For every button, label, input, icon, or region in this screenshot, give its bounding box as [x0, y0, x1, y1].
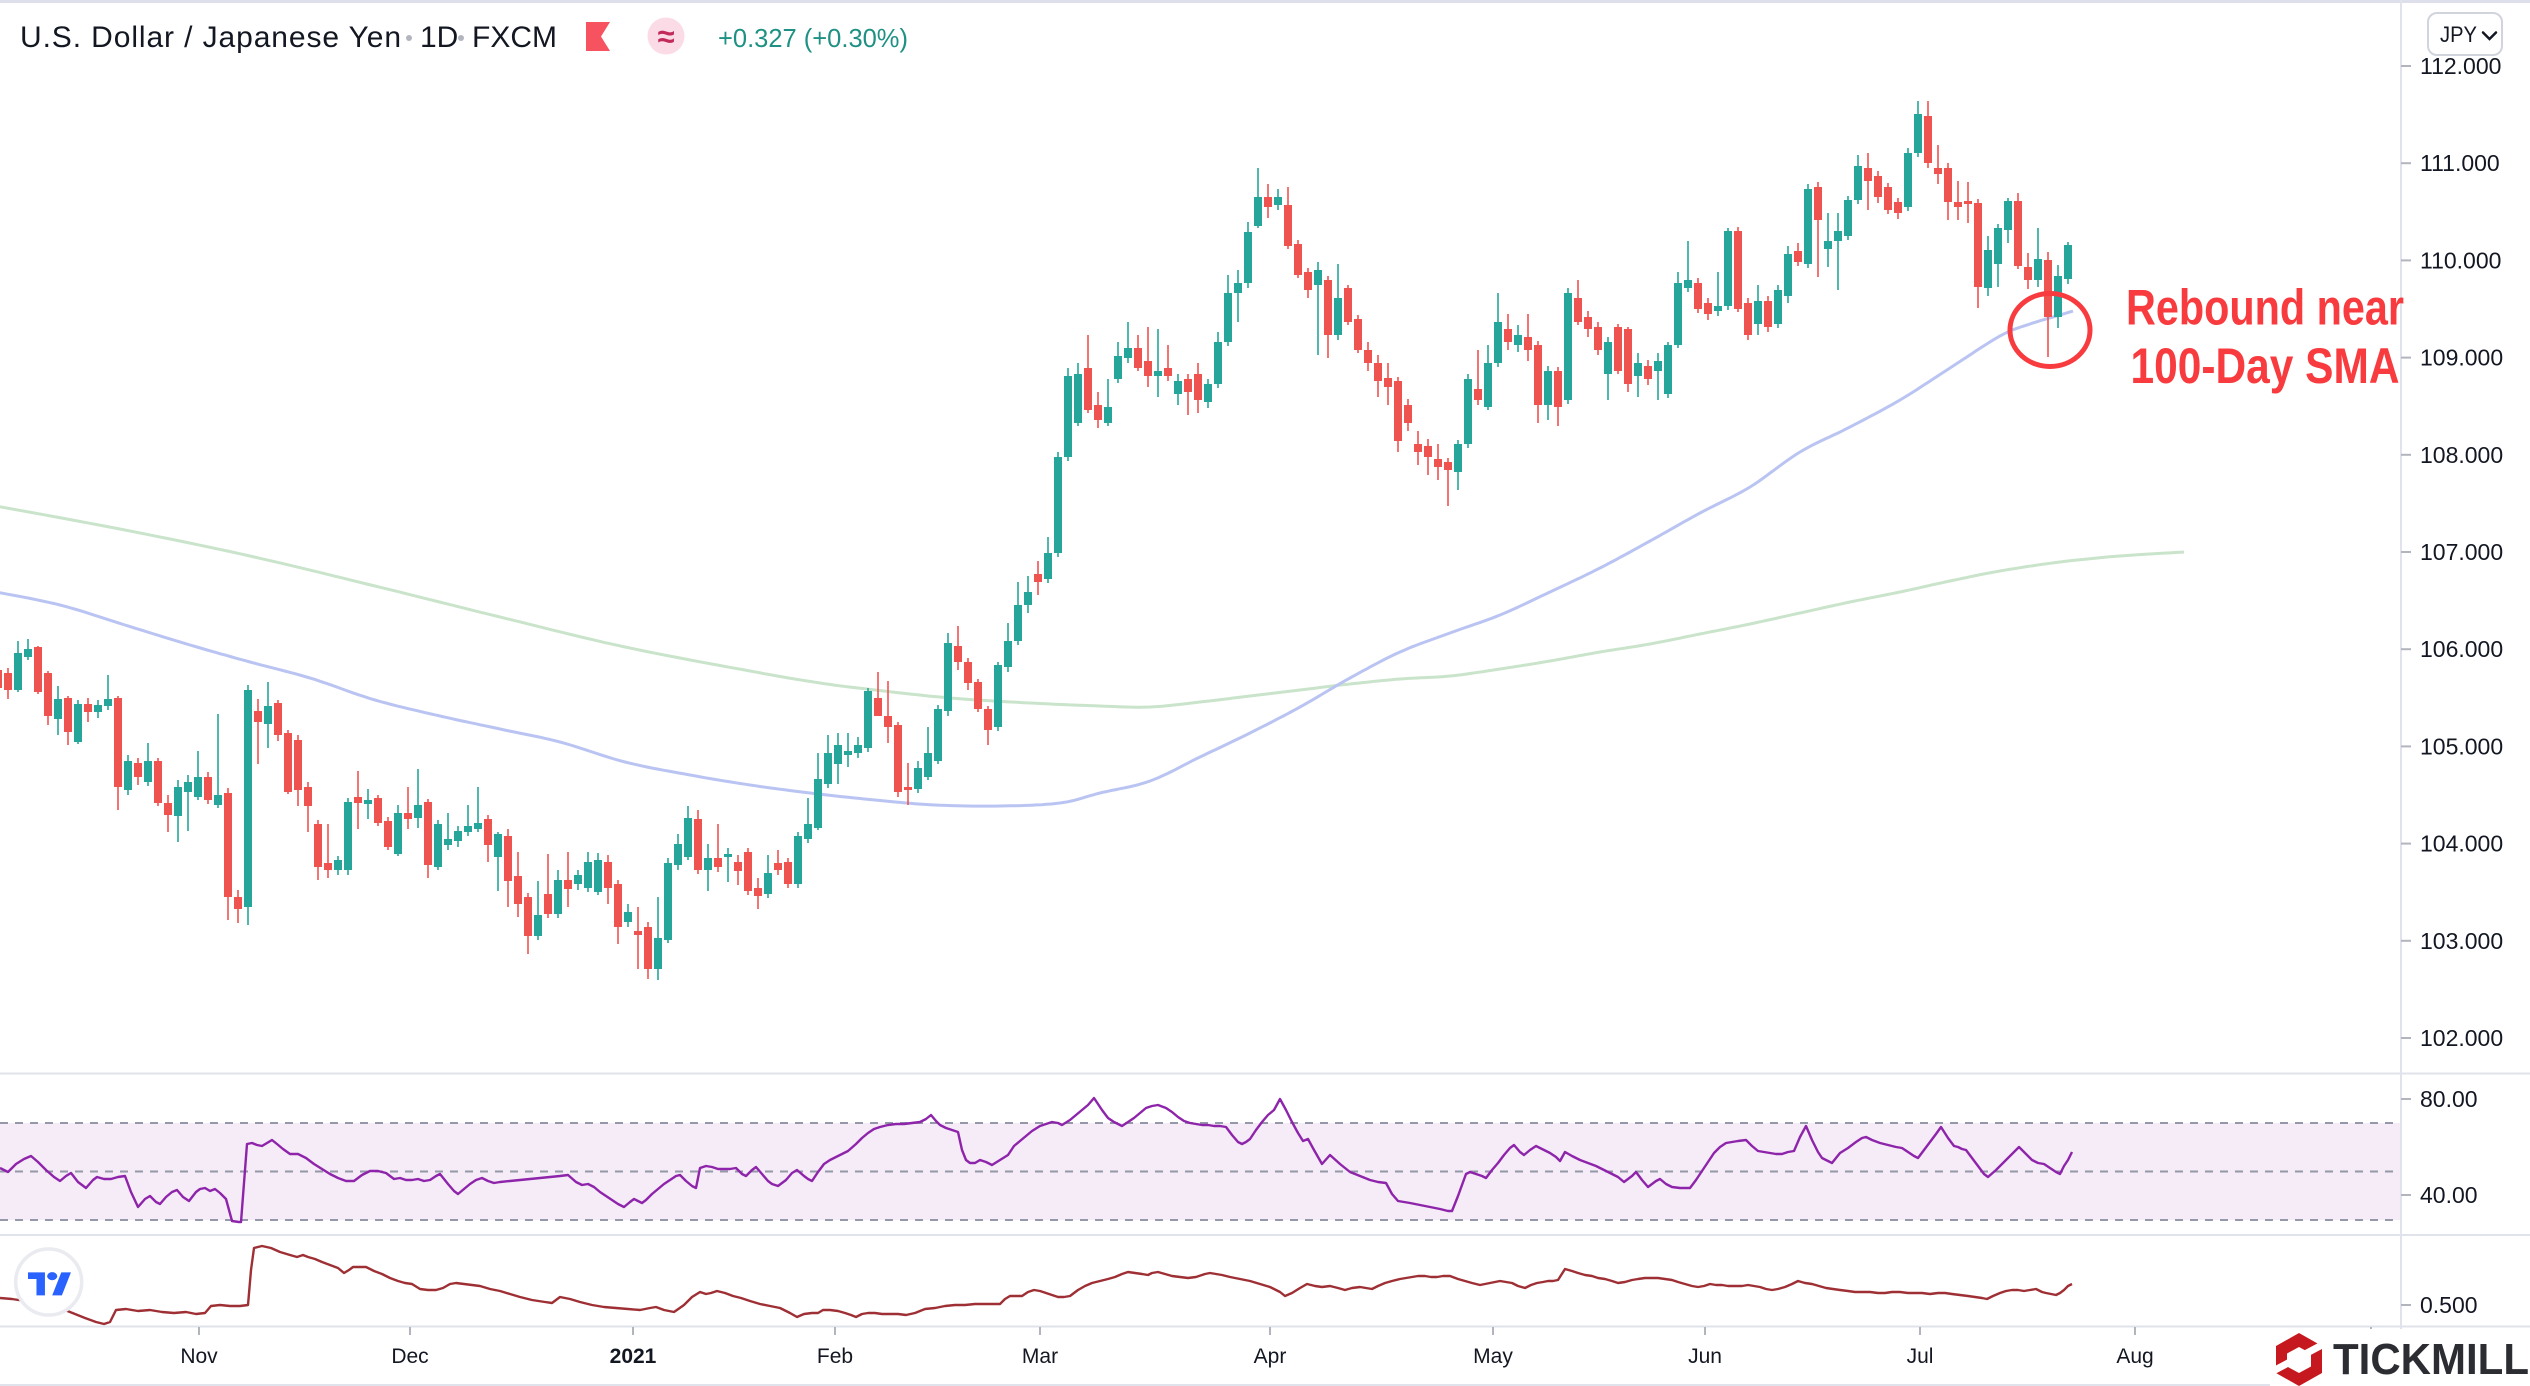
- svg-text:JPY: JPY: [2440, 22, 2477, 47]
- svg-text:2021: 2021: [610, 1345, 657, 1368]
- svg-text:0.500: 0.500: [2420, 1292, 2478, 1318]
- svg-text:May: May: [1473, 1345, 1513, 1368]
- svg-text:Aug: Aug: [2116, 1345, 2153, 1368]
- svg-text:U.S. Dollar / Japanese Yen: U.S. Dollar / Japanese Yen: [20, 21, 402, 54]
- svg-text:109.000: 109.000: [2420, 345, 2503, 371]
- svg-text:111.000: 111.000: [2420, 150, 2500, 176]
- svg-text:Jun: Jun: [1688, 1345, 1722, 1368]
- svg-text:TICKMILL: TICKMILL: [2333, 1335, 2529, 1384]
- svg-text:+0.327 (+0.30%): +0.327 (+0.30%): [718, 25, 908, 53]
- svg-text:40.00: 40.00: [2420, 1182, 2478, 1208]
- svg-text:Mar: Mar: [1022, 1345, 1058, 1368]
- svg-text:106.000: 106.000: [2420, 636, 2503, 662]
- svg-text:Apr: Apr: [1254, 1345, 1287, 1368]
- svg-text:110.000: 110.000: [2420, 247, 2501, 273]
- svg-text:105.000: 105.000: [2420, 733, 2503, 759]
- svg-text:Nov: Nov: [180, 1345, 218, 1368]
- svg-text:104.000: 104.000: [2420, 831, 2503, 857]
- svg-text:Dec: Dec: [391, 1345, 428, 1368]
- svg-text:FXCM: FXCM: [472, 21, 557, 54]
- svg-text:100-Day SMA: 100-Day SMA: [2131, 338, 2400, 394]
- svg-text:102.000: 102.000: [2420, 1025, 2503, 1051]
- svg-text:1D: 1D: [420, 21, 458, 54]
- svg-text:103.000: 103.000: [2420, 928, 2503, 954]
- svg-text:Jul: Jul: [1907, 1345, 1934, 1368]
- svg-text:112.000: 112.000: [2420, 53, 2501, 79]
- svg-text:≈: ≈: [657, 19, 674, 54]
- svg-text:80.00: 80.00: [2420, 1086, 2478, 1112]
- svg-text:Rebound near: Rebound near: [2126, 280, 2404, 336]
- svg-text:108.000: 108.000: [2420, 442, 2503, 468]
- svg-text:107.000: 107.000: [2420, 539, 2503, 565]
- svg-text:Feb: Feb: [817, 1345, 853, 1368]
